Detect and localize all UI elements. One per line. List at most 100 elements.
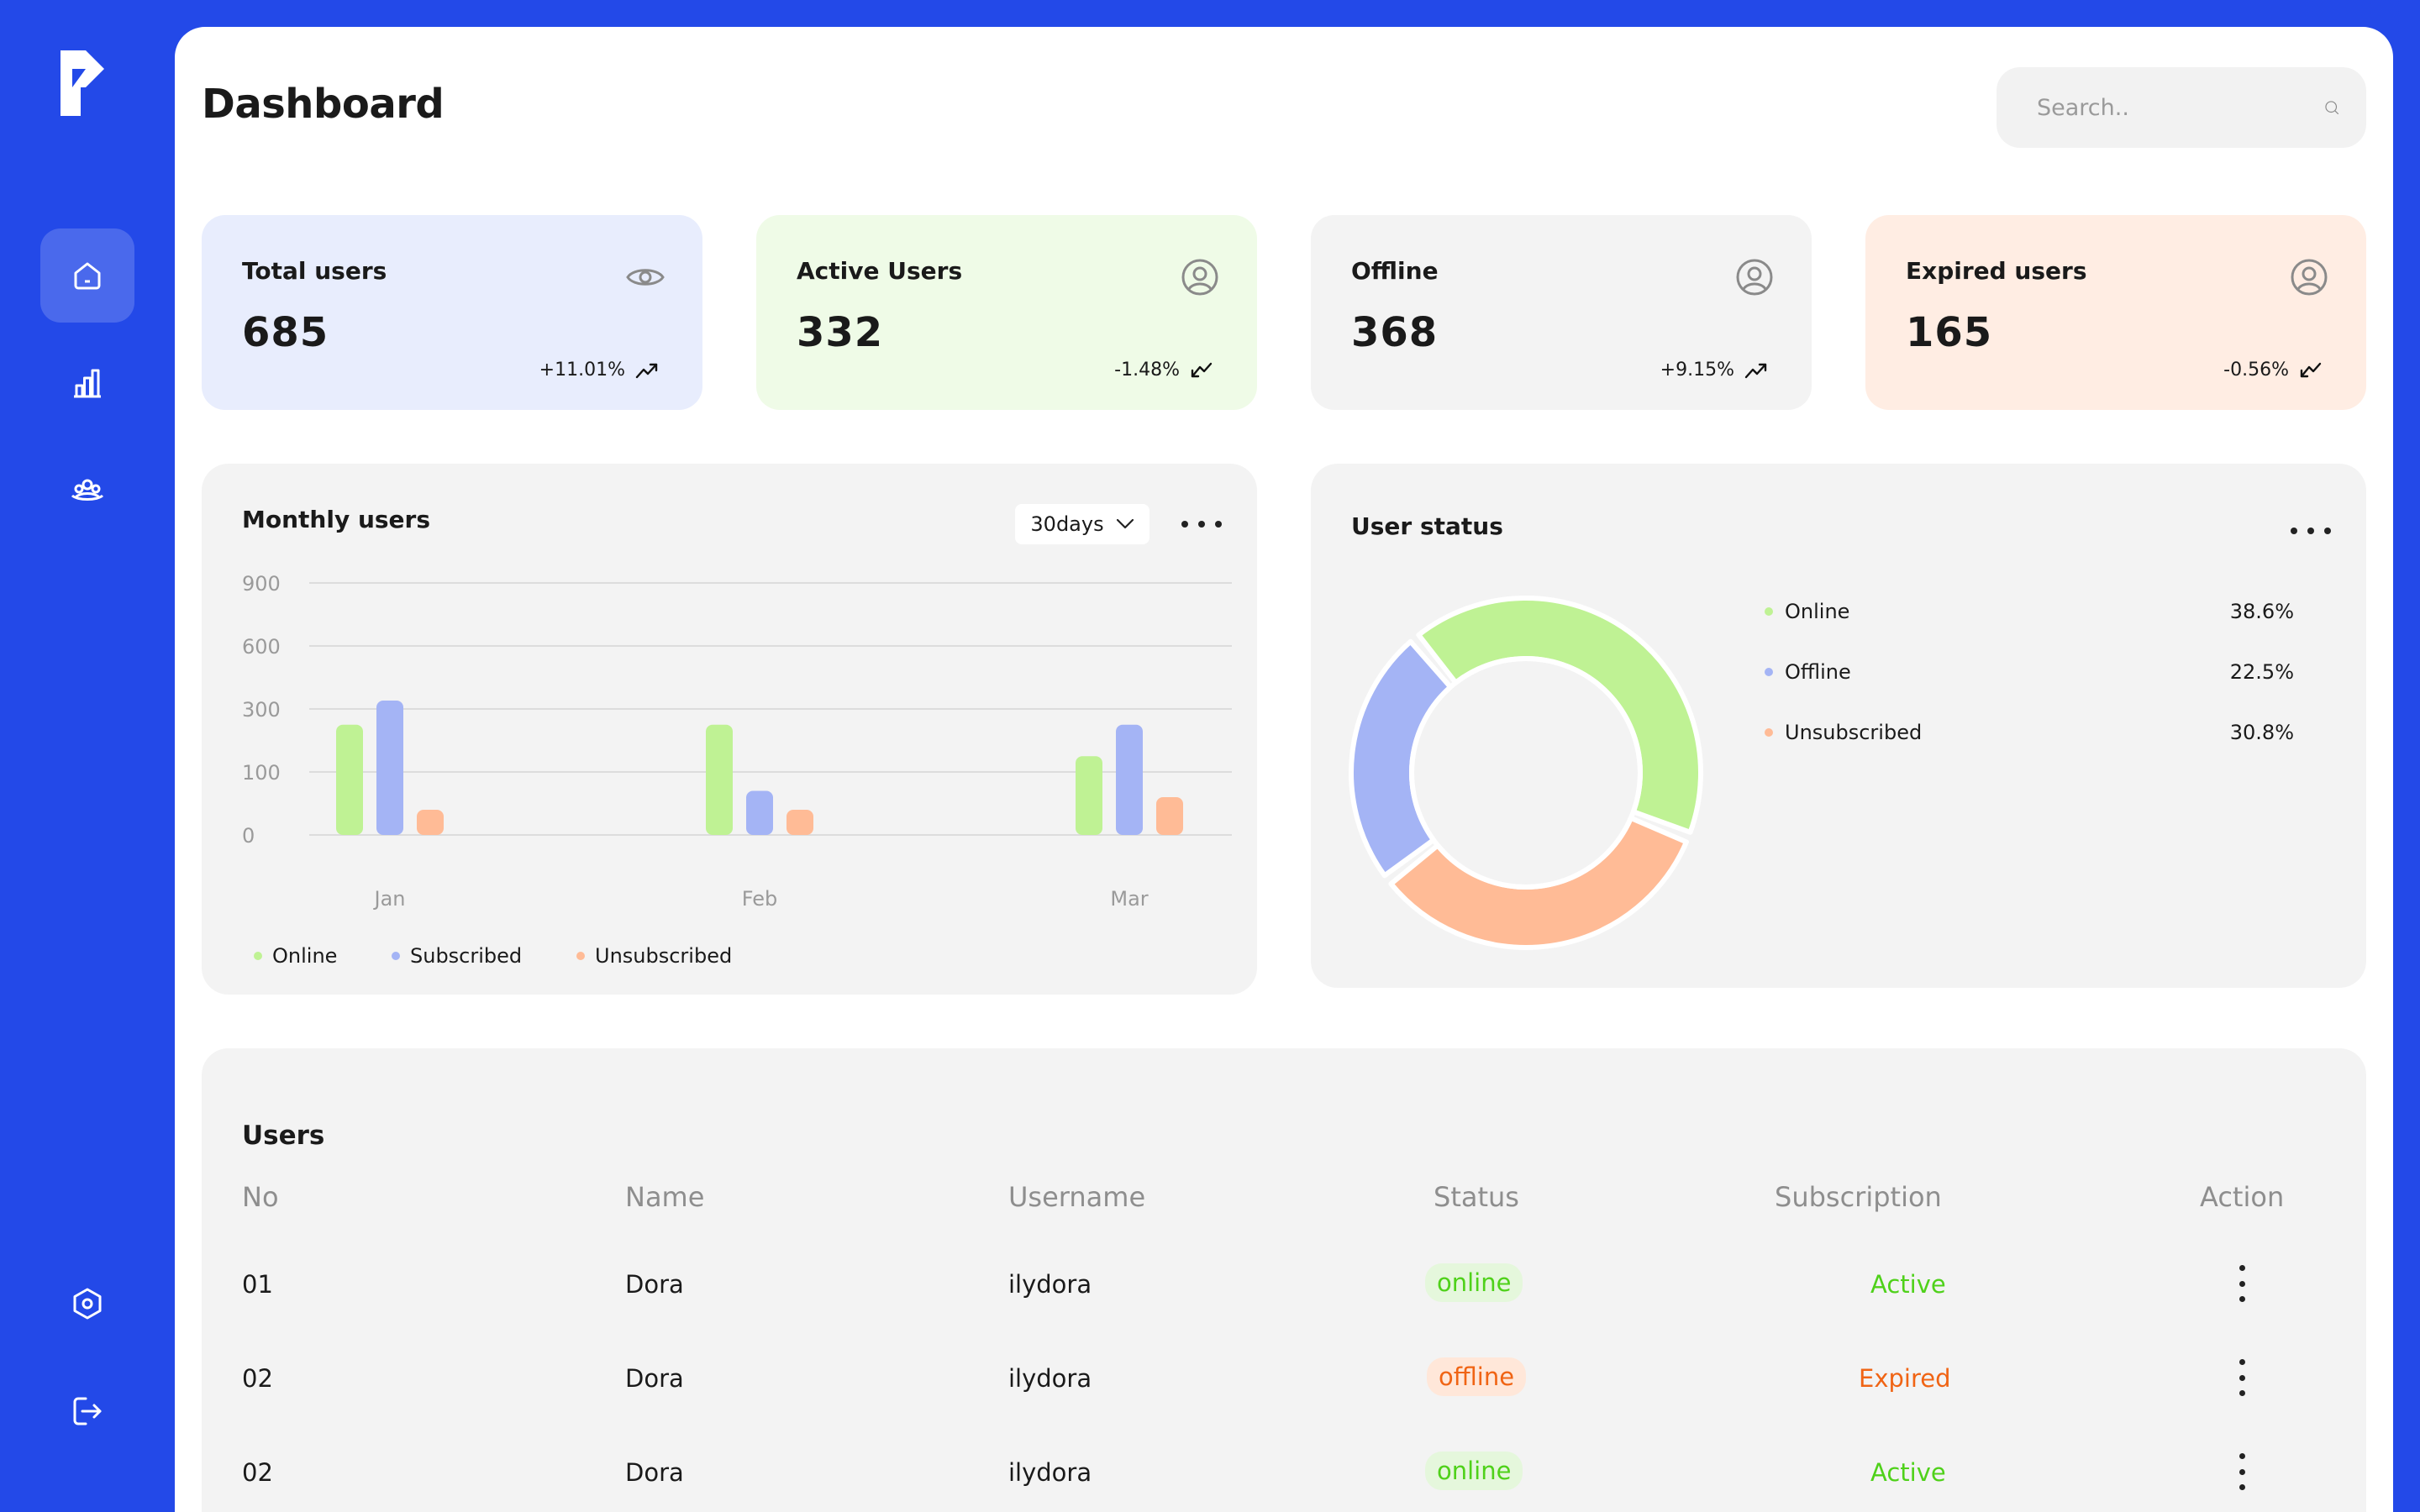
x-tick-label: Mar xyxy=(1110,887,1148,911)
more-options-button[interactable] xyxy=(2291,521,2331,541)
cell-name: Dora xyxy=(625,1364,684,1393)
row-actions-button[interactable] xyxy=(2233,1359,2250,1396)
legend-dot xyxy=(254,952,262,960)
cell-no: 01 xyxy=(242,1270,273,1299)
monthly-users-chart: 0 100 300 600 900 Jan Feb Mar xyxy=(242,572,1232,911)
stat-change-value: +9.15% xyxy=(1660,360,1734,381)
search-icon[interactable] xyxy=(2324,88,2339,127)
legend-label: Subscribed xyxy=(410,944,523,968)
y-tick-label: 0 xyxy=(242,824,255,848)
legend-label: Unsubscribed xyxy=(1785,721,1923,744)
range-value: 30days xyxy=(1030,512,1104,536)
stat-change-value: -1.48% xyxy=(1114,360,1180,381)
nav-analytics[interactable] xyxy=(40,336,134,430)
y-tick-label: 600 xyxy=(242,635,281,659)
search-box[interactable] xyxy=(1996,67,2366,148)
logout-icon xyxy=(73,1397,102,1425)
more-options-button[interactable] xyxy=(1181,514,1222,534)
legend-percent: 38.6% xyxy=(2229,600,2294,623)
stat-label: Offline xyxy=(1351,257,1439,285)
legend-label: Unsubscribed xyxy=(595,944,733,968)
donut-slice-online xyxy=(1416,596,1703,835)
bar-unsubscribed-mar xyxy=(1156,797,1183,835)
user-circle-icon xyxy=(1181,259,1218,296)
cell-username: ilydora xyxy=(1008,1270,1092,1299)
nav-settings[interactable] xyxy=(40,1257,134,1351)
panel-title: Users xyxy=(242,1121,325,1151)
column-header-subscription: Subscription xyxy=(1775,1181,1942,1213)
home-icon xyxy=(74,262,101,290)
stat-change-value: +11.01% xyxy=(539,360,625,381)
legend-dot xyxy=(1765,607,1773,616)
main-content: Dashboard Total users 685 +11.01% Active… xyxy=(175,27,2393,1512)
cell-username: ilydora xyxy=(1008,1458,1092,1487)
status-legend-unsubscribed: Unsubscribed 30.8% xyxy=(1765,721,2294,744)
range-dropdown[interactable]: 30days xyxy=(1015,504,1150,544)
bar-online-mar xyxy=(1076,756,1102,835)
row-actions-button[interactable] xyxy=(2233,1453,2250,1490)
cell-no: 02 xyxy=(242,1364,273,1393)
stat-change: -1.48% xyxy=(1114,360,1213,381)
x-tick-label: Feb xyxy=(742,887,778,911)
donut-slice-unsubscribed xyxy=(1388,815,1689,950)
status-badge: offline xyxy=(1427,1357,1527,1396)
trend-up-icon xyxy=(1744,363,1767,378)
legend-percent: 30.8% xyxy=(2229,721,2294,744)
cell-no: 02 xyxy=(242,1458,273,1487)
legend-online: Online xyxy=(254,944,337,968)
subscription-status: Expired xyxy=(1859,1364,1951,1393)
stat-value: 332 xyxy=(797,309,884,356)
nav-logout[interactable] xyxy=(40,1364,134,1458)
stat-card-active-users: Active Users 332 -1.48% xyxy=(756,215,1257,410)
search-input[interactable] xyxy=(2037,94,2324,121)
subscription-status: Active xyxy=(1870,1458,1946,1487)
bar-subscribed-jan xyxy=(376,701,403,835)
stat-value: 685 xyxy=(242,309,329,356)
stat-change: +9.15% xyxy=(1660,360,1768,381)
legend-percent: 22.5% xyxy=(2229,660,2294,684)
panel-title: Monthly users xyxy=(242,506,431,533)
user-circle-icon xyxy=(1736,259,1773,296)
y-tick-label: 100 xyxy=(242,761,281,785)
nav-home[interactable] xyxy=(40,228,134,323)
bar-subscribed-feb xyxy=(746,790,773,835)
bar-online-jan xyxy=(336,724,363,835)
legend-subscribed: Subscribed xyxy=(392,944,522,968)
column-header-status: Status xyxy=(1434,1181,1519,1213)
legend-dot xyxy=(576,952,585,960)
app-logo[interactable] xyxy=(60,50,111,118)
monthly-users-panel: Monthly users 30days 0 100 300 600 900 Jan Feb… xyxy=(202,464,1257,995)
x-tick-label: Jan xyxy=(373,887,406,911)
cell-name: Dora xyxy=(625,1270,684,1299)
panel-title: User status xyxy=(1351,512,1503,540)
legend-label: Online xyxy=(272,944,338,968)
sidebar xyxy=(0,0,175,1512)
row-actions-button[interactable] xyxy=(2233,1265,2250,1302)
status-badge: online xyxy=(1425,1452,1523,1490)
stat-label: Total users xyxy=(242,257,387,285)
page-title: Dashboard xyxy=(202,81,445,128)
status-legend-offline: Offline 22.5% xyxy=(1765,660,2294,684)
trend-down-icon xyxy=(1191,362,1213,377)
eye-icon xyxy=(626,269,665,286)
user-status-donut xyxy=(1349,596,1703,950)
legend-unsubscribed: Unsubscribed xyxy=(576,944,732,968)
nav-users[interactable] xyxy=(40,444,134,538)
stat-value: 368 xyxy=(1351,309,1439,356)
bar-subscribed-mar xyxy=(1116,724,1143,835)
legend-dot xyxy=(392,952,400,960)
user-status-panel: User status Online 38.6% Offline 22.5% U… xyxy=(1311,464,2366,988)
stat-card-total-users: Total users 685 +11.01% xyxy=(202,215,702,410)
y-tick-label: 300 xyxy=(242,698,281,722)
stat-card-expired-users: Expired users 165 -0.56% xyxy=(1865,215,2366,410)
stat-change: -0.56% xyxy=(2223,360,2323,381)
stat-value: 165 xyxy=(1906,309,1993,356)
legend-dot xyxy=(1765,668,1773,676)
cell-username: ilydora xyxy=(1008,1364,1092,1393)
status-legend-online: Online 38.6% xyxy=(1765,600,2294,623)
cell-name: Dora xyxy=(625,1458,684,1487)
bar-unsubscribed-feb xyxy=(786,810,813,835)
stat-label: Active Users xyxy=(797,257,963,285)
bar-chart-icon xyxy=(74,369,101,398)
column-header-name: Name xyxy=(625,1181,705,1213)
